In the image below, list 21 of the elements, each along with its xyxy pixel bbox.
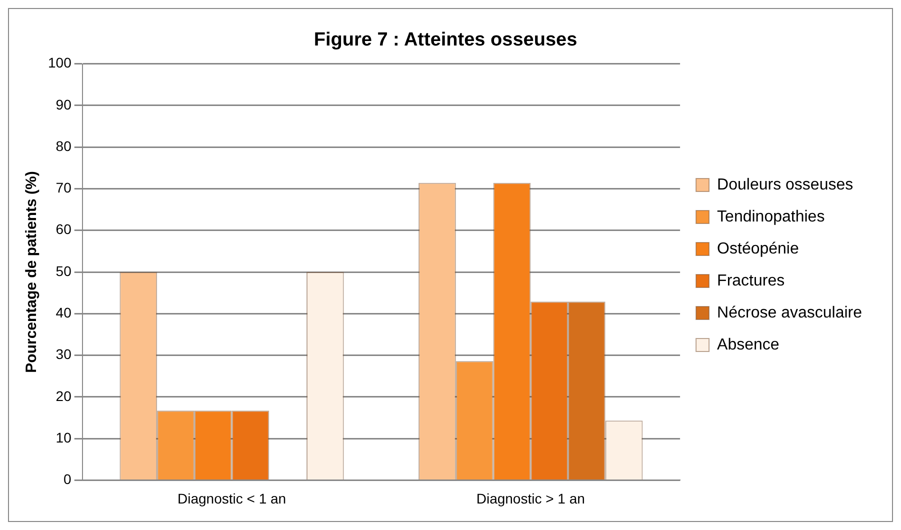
y-axis-title: Pourcentage de patients (%) [23,171,40,373]
legend-label: Tendinopathies [717,208,825,226]
y-tick-label: 70 [56,180,72,196]
y-tick-label: 50 [56,262,72,279]
y-tick-label: 20 [56,388,72,404]
x-tick-label: Diagnostic > 1 an [476,490,585,506]
legend-label: Ostéopénie [717,240,799,258]
y-tick-label: 0 [64,471,72,488]
y-tick-label: 40 [56,304,72,320]
y-tick-label: 100 [48,54,72,71]
y-tick-label: 30 [56,346,72,362]
legend-label: Douleurs osseuses [717,176,854,194]
chart-title: Figure 7 : Atteintes osseuses [314,30,578,51]
legend-label: Absence [717,336,780,354]
legend-label: Fractures [717,272,785,290]
y-tick-label: 80 [56,138,72,154]
legend-label: Nécrose avasculaire [717,304,862,322]
y-tick-label: 90 [56,96,72,112]
y-tick-label: 10 [56,429,72,446]
x-tick-label: Diagnostic < 1 an [177,490,286,506]
y-tick-label: 60 [56,221,72,238]
